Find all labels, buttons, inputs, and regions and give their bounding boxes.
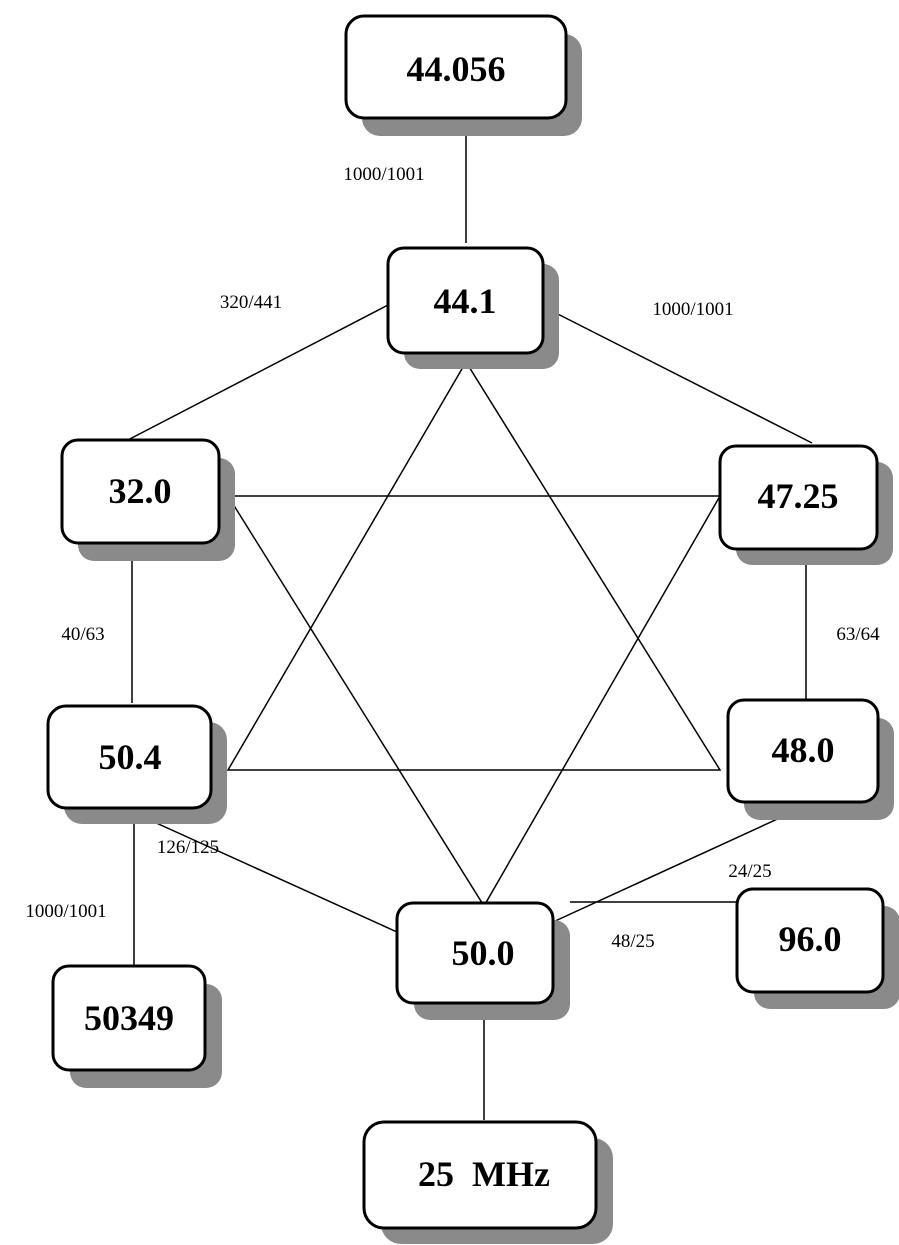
node-label-320: 32.0 <box>109 471 172 511</box>
node-504: 50.4 <box>46 704 227 824</box>
node-label-480: 48.0 <box>772 730 835 770</box>
node-50349: 50349 <box>51 964 222 1088</box>
node-441: 44.1 <box>386 246 559 369</box>
edges <box>123 122 813 1120</box>
edge-label-320-504: 40/63 <box>61 624 104 645</box>
edge-label-4725-480: 63/64 <box>836 624 880 645</box>
node-480: 48.0 <box>726 698 894 820</box>
edge-504-500 <box>131 811 398 933</box>
node-960: 96.0 <box>735 887 899 1009</box>
edge-label-441-4725: 1000/1001 <box>652 299 733 320</box>
node-320: 32.0 <box>60 438 235 561</box>
node-label-44056: 44.056 <box>407 49 506 89</box>
node-label-500: 50.0 <box>452 933 515 973</box>
edge-label-504-50349: 1000/1001 <box>25 901 106 922</box>
edge-label-500-960: 48/25 <box>611 931 654 952</box>
triangle-down <box>226 495 722 908</box>
edge-441-320 <box>123 304 389 443</box>
edge-label-504-500: 126/125 <box>157 837 219 858</box>
node-label-4725: 47.25 <box>758 476 839 516</box>
edge-label-480-500: 24/25 <box>728 861 771 882</box>
node-label-25mhz: 25 MHz <box>418 1154 550 1194</box>
node-label-50349: 50349 <box>84 998 174 1038</box>
node-500: 50.0 <box>395 901 570 1020</box>
node-label-504: 50.4 <box>99 737 162 777</box>
node-label-441: 44.1 <box>434 281 497 321</box>
edge-441-4725 <box>539 304 813 444</box>
edge-labels: 1000/1001 320/441 1000/1001 40/63 63/64 … <box>25 164 880 952</box>
node-25mhz: 25 MHz <box>362 1120 613 1244</box>
node-44056: 44.056 <box>344 14 582 136</box>
triangle-up <box>226 360 722 771</box>
edge-label-441-320: 320/441 <box>220 292 282 313</box>
node-label-960: 96.0 <box>779 919 842 959</box>
node-4725: 47.25 <box>718 444 893 565</box>
edge-label-44056-441: 1000/1001 <box>343 164 424 185</box>
